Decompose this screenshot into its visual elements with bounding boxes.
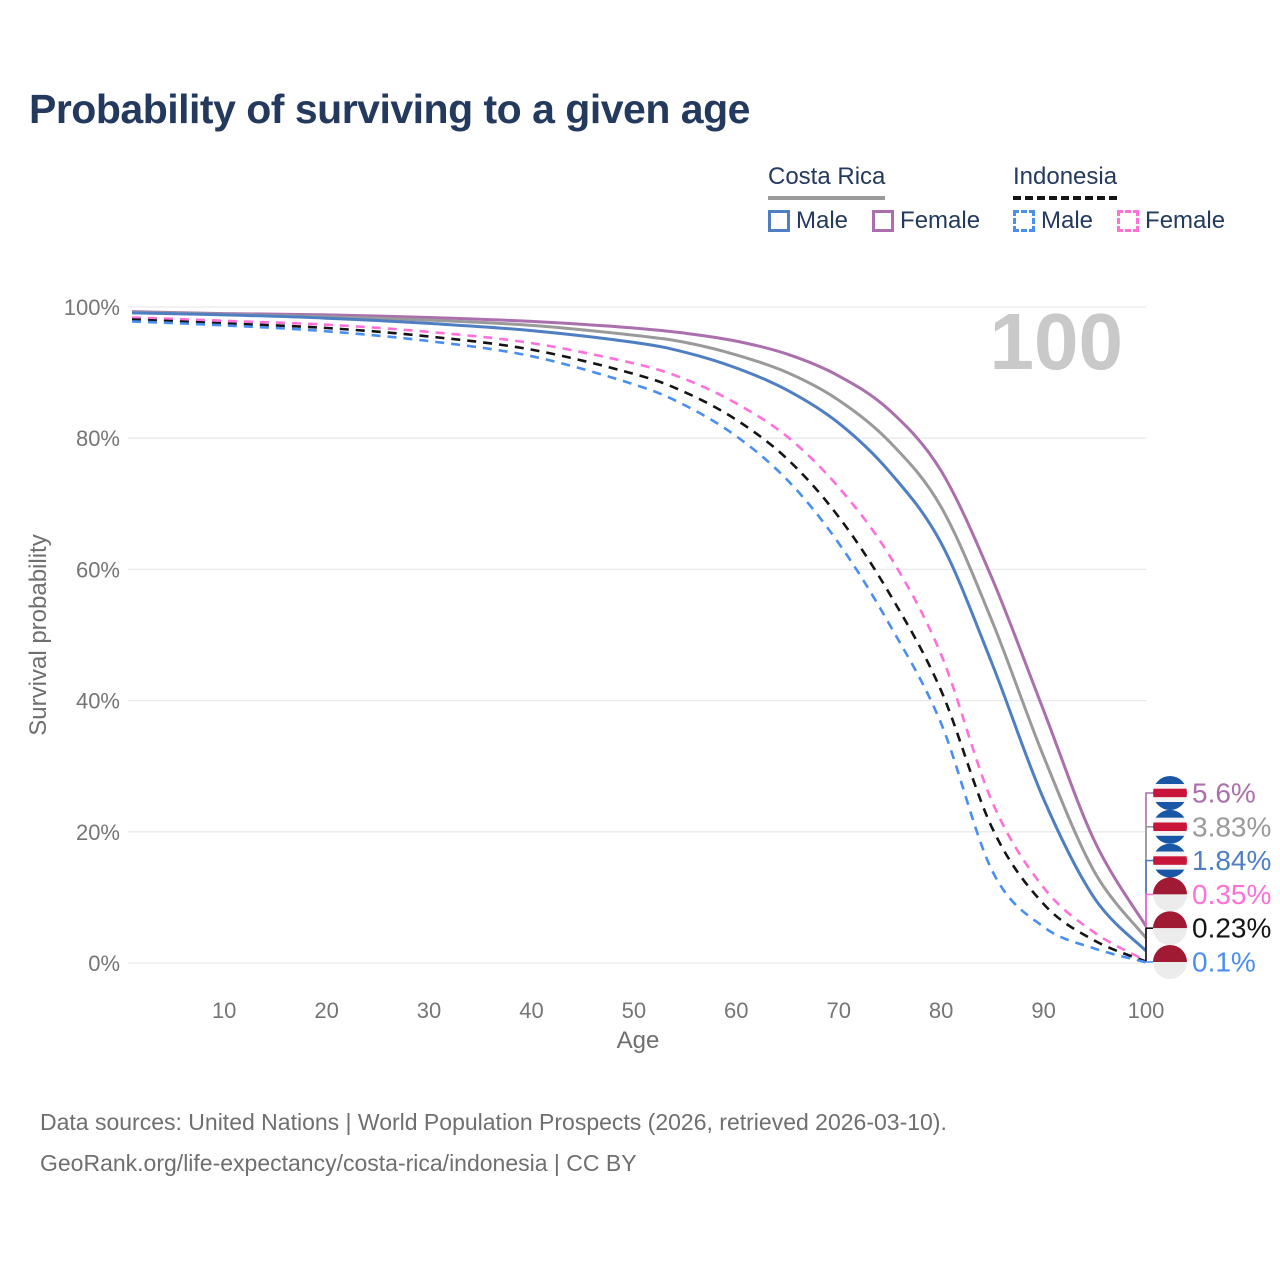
y-tick-label: 20%: [76, 820, 120, 845]
page-title: Probability of surviving to a given age: [29, 86, 750, 132]
y-axis-title: Survival probability: [25, 534, 52, 735]
series-line-indonesia-male[interactable]: [131, 320, 1147, 964]
indonesia-flag-icon: [1153, 945, 1187, 979]
end-label-connector: [1145, 927, 1153, 962]
legend-label-indonesia-female: Female: [1145, 207, 1226, 234]
x-tick-label: 60: [724, 998, 748, 1023]
series-line-indonesia-female[interactable]: [131, 316, 1147, 962]
series-line-costa-rica-female[interactable]: [131, 310, 1148, 928]
end-value-label-costa-rica-female: 5.6%: [1192, 778, 1256, 809]
hover-age-watermark: 100: [990, 297, 1123, 386]
x-tick-label: 20: [314, 998, 338, 1023]
axis-ticks: 0% 20% 40% 60% 80% 100% 10 20 30 40 50 60 70 80 90 100: [64, 295, 1165, 1023]
x-tick-label: 30: [417, 998, 441, 1023]
costa-rica-flag-icon: [1153, 776, 1187, 810]
costa-rica-flag-icon: [1153, 843, 1187, 878]
y-tick-label: 0%: [88, 951, 120, 976]
end-value-label-indonesia-male: 0.1%: [1192, 947, 1256, 978]
footer: Data sources: United Nations | World Pop…: [40, 1102, 947, 1184]
y-tick-label: 80%: [76, 426, 120, 451]
legend-items-costa-rica: Male Female: [768, 207, 980, 235]
legend-title-indonesia[interactable]: Indonesia: [1013, 163, 1118, 200]
y-tick-label: 40%: [76, 689, 120, 714]
legend-label-indonesia-male: Male: [1041, 207, 1094, 234]
indonesia-flag-icon: [1153, 911, 1187, 946]
x-tick-label: 10: [212, 998, 236, 1023]
legend-group-costa-rica: Costa Rica Male Female: [768, 163, 980, 235]
legend-label-costa-rica-male: Male: [796, 207, 849, 234]
x-axis-title: Age: [617, 1027, 660, 1054]
y-tick-label: 100%: [64, 295, 120, 320]
series-line-costa-rica-both-sexes[interactable]: [131, 310, 1148, 939]
legend-item-indonesia-female[interactable]: Female: [1117, 207, 1225, 235]
legend-swatch-costa-rica-female-icon: [872, 210, 895, 232]
gridlines: [128, 306, 1146, 964]
costa-rica-flag-icon: [1153, 809, 1187, 844]
end-value-label-indonesia-female: 0.35%: [1192, 879, 1271, 910]
x-tick-label: 70: [826, 998, 850, 1023]
series-lines: [131, 310, 1148, 964]
legend-item-costa-rica-female[interactable]: Female: [872, 207, 980, 235]
x-tick-label: 40: [519, 998, 543, 1023]
end-labels: 5.6%3.83%1.84%0.35%0.23%0.1%: [1145, 776, 1271, 979]
end-label-connector: [1145, 859, 1153, 951]
x-tick-label: 90: [1031, 998, 1055, 1023]
series-line-costa-rica-male[interactable]: [131, 311, 1148, 952]
legend-items-indonesia: Male Female: [1013, 207, 1225, 235]
legend-swatch-indonesia-female-icon: [1117, 210, 1140, 232]
indonesia-flag-icon: [1153, 877, 1187, 912]
x-tick-label: 100: [1128, 998, 1165, 1023]
legend-title-costa-rica[interactable]: Costa Rica: [768, 163, 886, 200]
footer-data-sources: Data sources: United Nations | World Pop…: [40, 1109, 947, 1135]
legend-item-costa-rica-male[interactable]: Male: [768, 207, 848, 235]
series-line-indonesia-both-sexes[interactable]: [131, 318, 1147, 963]
legend-group-indonesia: Indonesia Male Female: [1013, 163, 1225, 235]
y-tick-label: 60%: [76, 557, 120, 582]
legend-item-indonesia-male[interactable]: Male: [1013, 207, 1093, 235]
end-value-label-indonesia-both-sexes: 0.23%: [1192, 913, 1271, 944]
end-value-label-costa-rica-both-sexes: 3.83%: [1192, 811, 1271, 842]
legend-swatch-costa-rica-male-icon: [768, 210, 790, 232]
legend-label-costa-rica-female: Female: [900, 207, 981, 234]
end-value-label-costa-rica-male: 1.84%: [1192, 845, 1271, 876]
legend-swatch-indonesia-male-icon: [1013, 210, 1035, 232]
x-tick-label: 80: [929, 998, 953, 1023]
footer-attribution-link: GeoRank.org/life-expectancy/costa-rica/i…: [40, 1150, 637, 1176]
end-label-connector: [1145, 826, 1153, 938]
x-tick-label: 50: [622, 998, 646, 1023]
end-label-connector: [1145, 792, 1153, 927]
